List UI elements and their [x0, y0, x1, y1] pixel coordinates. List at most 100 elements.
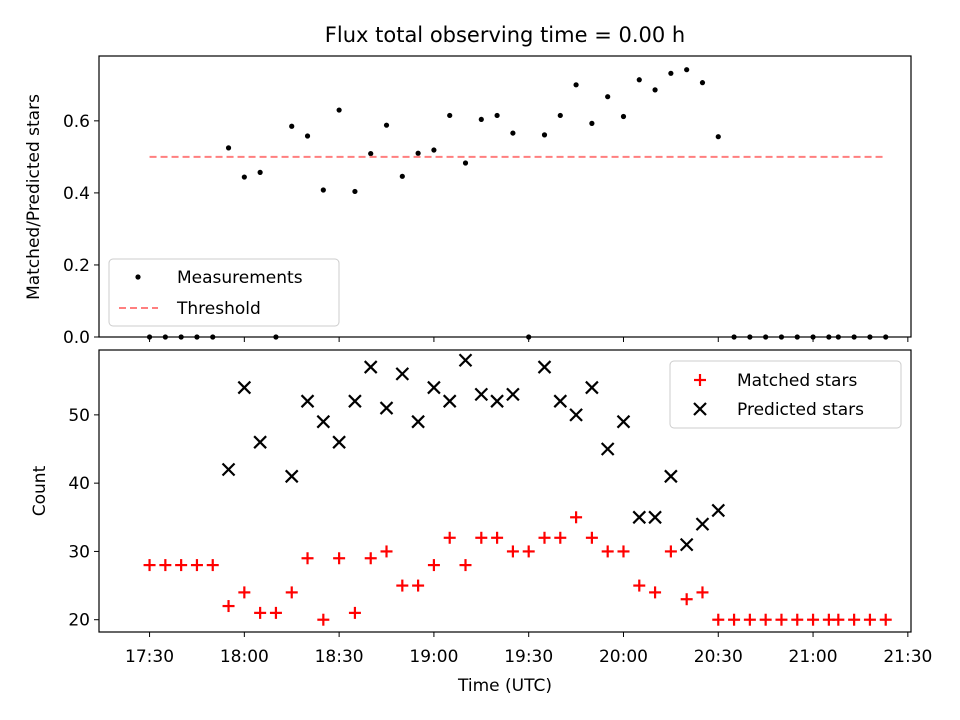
- predicted-stars-point: [664, 469, 678, 484]
- count-legend-box: [669, 360, 902, 429]
- measurements-point: [478, 116, 484, 123]
- matched-stars-point: [696, 586, 709, 599]
- ratio-panel-frame: [98, 55, 912, 338]
- predicted-stars-point: [284, 469, 299, 484]
- predicted-stars-point: [332, 435, 346, 449]
- count-legend: Matched stars Predicted stars: [669, 360, 902, 429]
- predicted-stars-point: [379, 401, 394, 415]
- measurements-point: [399, 173, 405, 179]
- measurements-point: [336, 107, 342, 113]
- matched-stars-point: [491, 531, 504, 544]
- matched-stars-point: [554, 531, 567, 544]
- measurements-point: [573, 82, 579, 88]
- predicted-stars-point: [474, 387, 489, 402]
- matched-stars-point: [506, 545, 519, 558]
- measurements-point: [652, 87, 658, 93]
- matched-stars-point: [848, 613, 861, 626]
- matched-stars-point: [712, 613, 725, 626]
- count-x-ticks: 17:30 18:00 18:30 19:00 19:30 20:00 20:30 21:00…: [125, 632, 932, 667]
- matched-stars-point: [175, 559, 188, 572]
- predicted-stars-point: [616, 414, 631, 429]
- matched-stars-point: [427, 559, 440, 572]
- matched-stars-point: [775, 613, 788, 626]
- legend-predicted-label: Predicted stars: [737, 400, 864, 420]
- measurements-point: [304, 133, 311, 139]
- predicted-stars-point: [569, 408, 583, 422]
- predicted-stars-point: [221, 462, 236, 477]
- predicted-stars-point: [300, 394, 315, 408]
- predicted-stars-point: [679, 537, 694, 552]
- legend-predicted-marker: [693, 402, 707, 416]
- count-y-tick-label: 20: [68, 611, 90, 631]
- legend-measurements-marker: [135, 274, 141, 280]
- measurements-point: [257, 169, 263, 175]
- x-tick-label: 20:30: [694, 647, 743, 667]
- ratio-y-axis-label: Matched/Predicted stars: [24, 94, 44, 300]
- x-tick-label: 18:00: [220, 647, 269, 667]
- x-tick-label: 17:30: [125, 647, 174, 667]
- matched-stars-point: [728, 613, 741, 626]
- count-y-ticks: 20 30 40 50: [68, 406, 99, 631]
- measurements-point: [510, 130, 516, 136]
- measurements-point: [225, 145, 232, 151]
- predicted-stars-point: [348, 394, 362, 408]
- matched-stars-point: [143, 559, 156, 572]
- measurements-point: [557, 112, 563, 119]
- matched-stars-point: [664, 545, 677, 558]
- matched-stars-point: [412, 579, 425, 592]
- matched-stars-point: [159, 559, 172, 572]
- matched-stars-point: [443, 531, 456, 544]
- measurements-point: [605, 94, 611, 100]
- matched-stars-point: [680, 593, 693, 606]
- predicted-stars-point: [427, 380, 441, 395]
- matched-stars-point: [538, 531, 551, 544]
- predicted-stars-point: [490, 394, 504, 408]
- measurements-point: [699, 80, 706, 86]
- matched-stars-point: [285, 586, 298, 599]
- ratio-y-tick-label: 0.6: [63, 112, 90, 132]
- measurements-point: [589, 120, 595, 126]
- figure-title: Flux total observing time = 0.00 h: [325, 23, 685, 47]
- predicted-stars-point: [316, 414, 331, 429]
- predicted-stars-point: [253, 435, 267, 449]
- matched-stars-point: [633, 579, 646, 592]
- legend-measurements-label: Measurements: [177, 268, 303, 288]
- measurements-point: [462, 160, 469, 166]
- ratio-legend-box: [108, 258, 340, 327]
- matched-stars-point: [348, 606, 361, 619]
- matched-stars-point: [832, 613, 845, 626]
- predicted-stars-point: [458, 353, 473, 368]
- count-panel: 20 30 40 50 17:30 18:00 18:30 19:00 19:30 20:00 2…: [30, 349, 932, 667]
- measurements-point: [352, 188, 358, 195]
- measurements-point: [289, 123, 295, 129]
- measurements-point: [447, 112, 453, 119]
- ratio-legend: Measurements Threshold: [108, 258, 340, 327]
- measurements-point: [494, 112, 500, 119]
- matched-stars-point: [190, 559, 203, 572]
- predicted-stars-point: [648, 510, 662, 525]
- legend-threshold-label: Threshold: [176, 299, 261, 319]
- x-tick-label: 18:30: [315, 647, 364, 667]
- matched-stars-point: [585, 531, 598, 544]
- measurements-point: [636, 77, 642, 83]
- predicted-stars-point: [237, 380, 252, 395]
- count-panel-frame: [98, 349, 912, 633]
- measurements-point: [715, 134, 721, 140]
- matched-stars-point: [617, 545, 630, 558]
- x-tick-label: 19:00: [409, 647, 458, 667]
- x-tick-label: 21:00: [789, 647, 838, 667]
- count-y-tick-label: 40: [68, 474, 90, 494]
- predicted-stars-point: [585, 380, 599, 395]
- matched-stars-point: [791, 613, 804, 626]
- ratio-y-tick-label: 0.4: [63, 184, 90, 204]
- x-tick-label: 20:00: [599, 647, 648, 667]
- legend-matched-label: Matched stars: [737, 371, 857, 391]
- measurements-point: [368, 151, 374, 157]
- legend-matched-marker: [694, 374, 706, 386]
- count-y-axis-label: Count: [30, 465, 50, 516]
- matched-stars-point: [206, 559, 219, 572]
- ratio-panel: 0.0 0.2 0.4 0.6 Matched/Predicted stars Mea…: [24, 55, 912, 348]
- predicted-stars-point: [695, 517, 710, 531]
- predicted-stars-point: [506, 387, 520, 402]
